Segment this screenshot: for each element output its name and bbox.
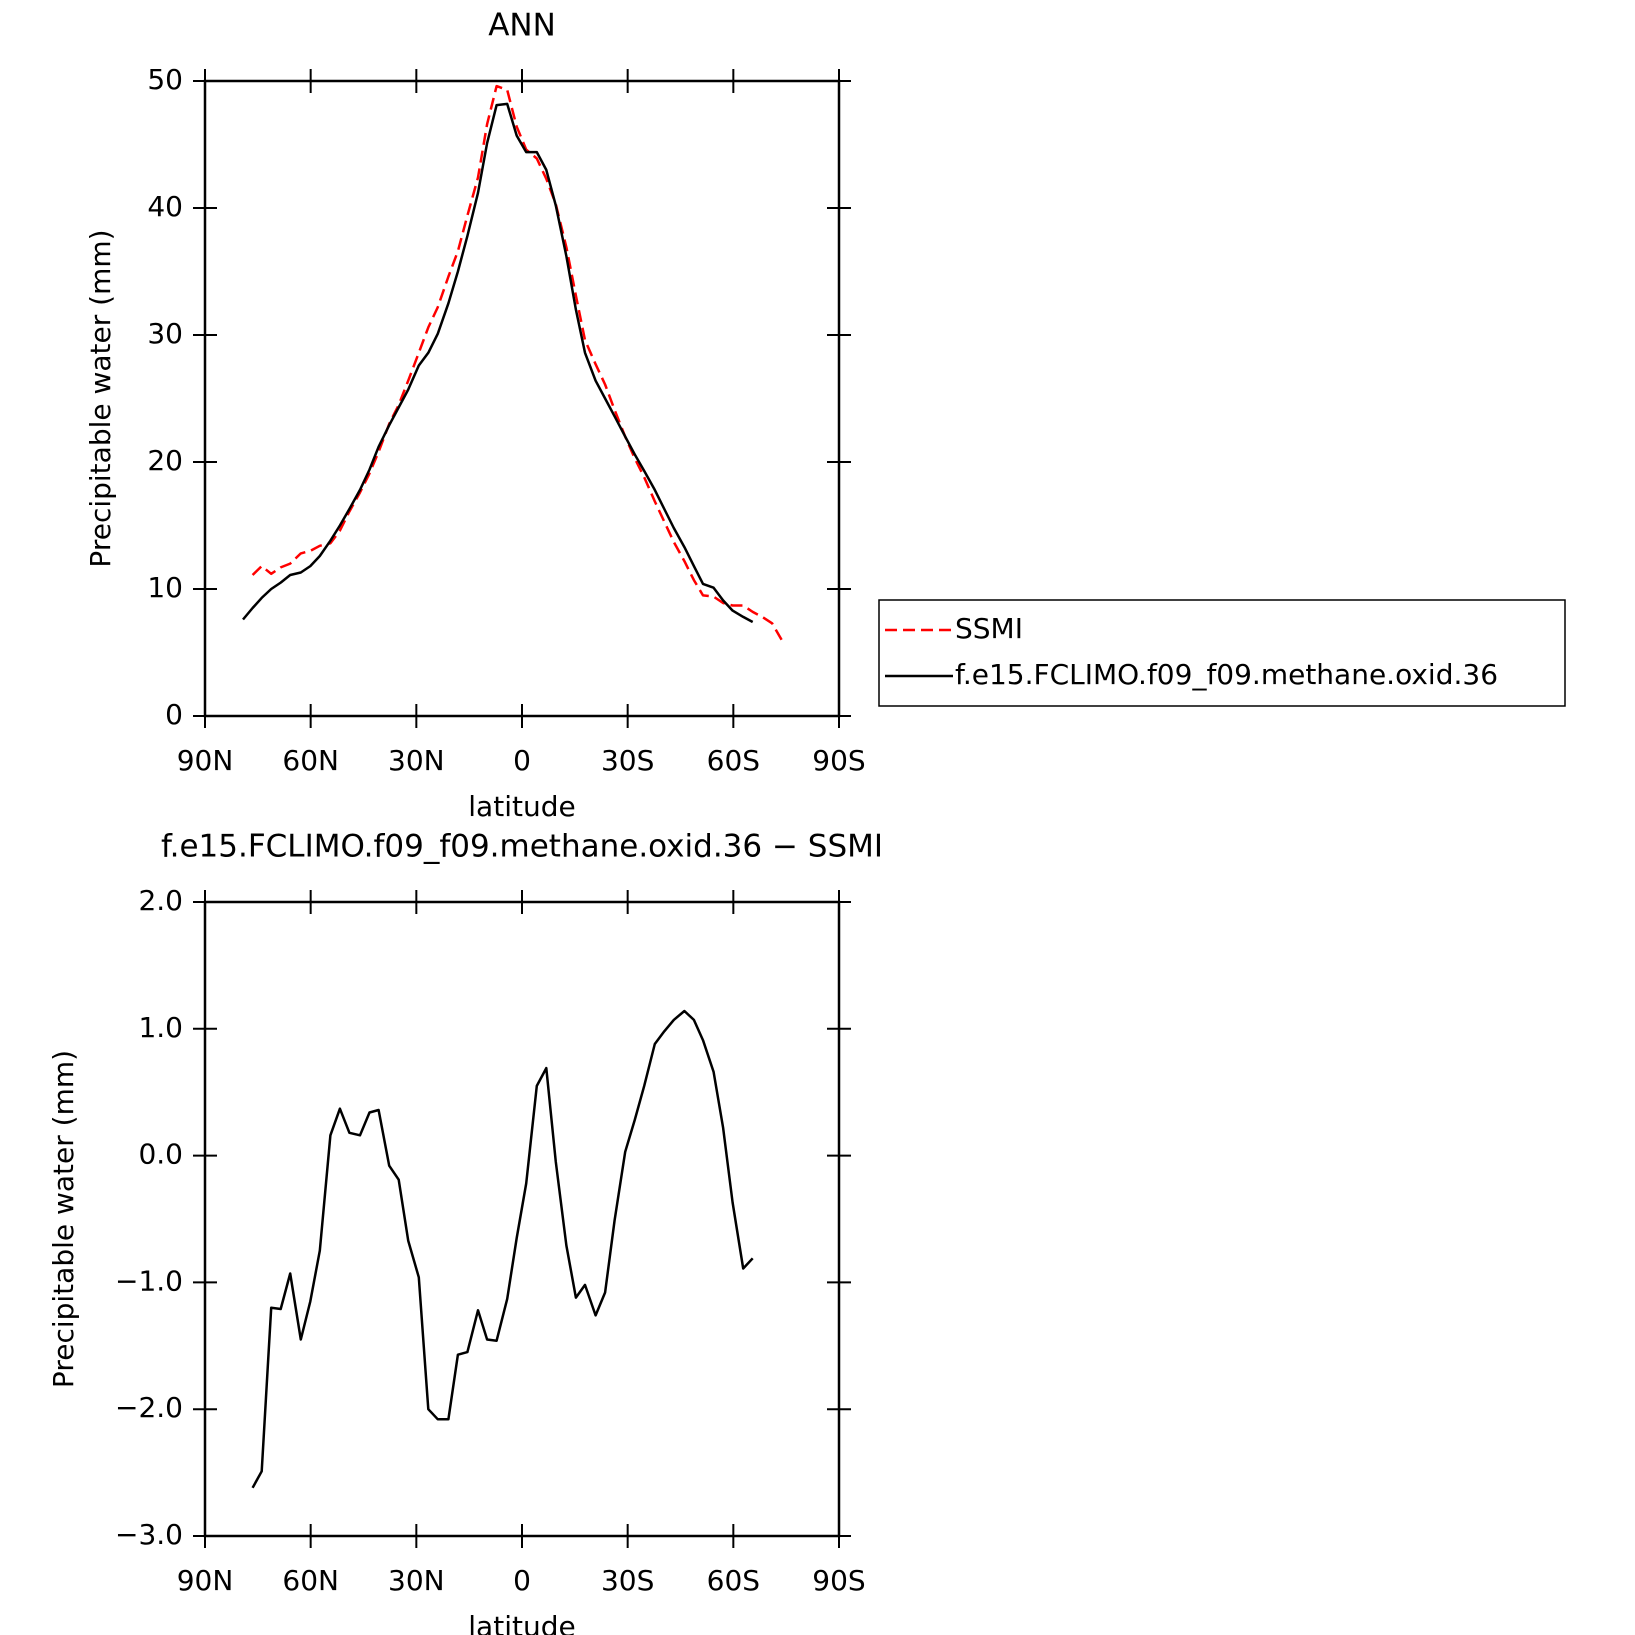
y-tick-label: 10	[147, 571, 183, 604]
y-tick-label: −3.0	[115, 1518, 183, 1551]
x-tick-label: 30S	[601, 744, 654, 777]
y-axis-label: Precipitable water (mm)	[47, 1050, 80, 1388]
legend-box	[878, 599, 1566, 707]
x-tick-label: 0	[513, 1564, 531, 1597]
x-tick-label: 60N	[282, 744, 339, 777]
y-tick-label: 0.0	[138, 1138, 183, 1171]
plot-frame	[203, 79, 841, 718]
x-tick-label: 90N	[177, 1564, 234, 1597]
x-axis-label: latitude	[468, 1610, 575, 1635]
chart-title: ANN	[488, 8, 556, 44]
data-line	[251, 84, 783, 641]
panel: f.e15.FCLIMO.f09_f09.methane.oxid.36 − S…	[47, 829, 883, 1635]
y-tick-label: 30	[147, 317, 183, 350]
data-line	[242, 102, 754, 624]
x-tick-label: 30N	[388, 744, 445, 777]
y-tick-label: 40	[147, 190, 183, 223]
x-tick-label: 60S	[707, 1564, 760, 1597]
y-tick-label: 2.0	[138, 884, 183, 917]
x-tick-label: 60N	[282, 1564, 339, 1597]
y-tick-label: 1.0	[138, 1011, 183, 1044]
y-tick-label: 50	[147, 63, 183, 96]
x-tick-label: 30S	[601, 1564, 654, 1597]
x-tick-label: 90N	[177, 744, 234, 777]
x-axis-label: latitude	[468, 790, 575, 823]
y-tick-label: 20	[147, 444, 183, 477]
panel: ANN 0 10 20 30 40 50 90N 60N 30N 0 30S 60S 90S latitud…	[84, 8, 1566, 823]
legend-label: f.e15.FCLIMO.f09_f09.methane.oxid.36	[955, 658, 1498, 691]
y-tick-label: −2.0	[115, 1391, 183, 1424]
y-tick-label: −1.0	[115, 1264, 183, 1297]
x-tick-label: 90S	[812, 1564, 865, 1597]
x-tick-label: 0	[513, 744, 531, 777]
legend-label: SSMI	[955, 612, 1023, 645]
chart-title: f.e15.FCLIMO.f09_f09.methane.oxid.36 − S…	[161, 829, 883, 865]
data-line	[251, 1009, 754, 1489]
y-axis-label: Precipitable water (mm)	[84, 229, 117, 567]
x-tick-label: 30N	[388, 1564, 445, 1597]
plot-frame	[203, 900, 841, 1538]
x-tick-label: 90S	[812, 744, 865, 777]
y-tick-label: 0	[165, 698, 183, 731]
x-tick-label: 60S	[707, 744, 760, 777]
